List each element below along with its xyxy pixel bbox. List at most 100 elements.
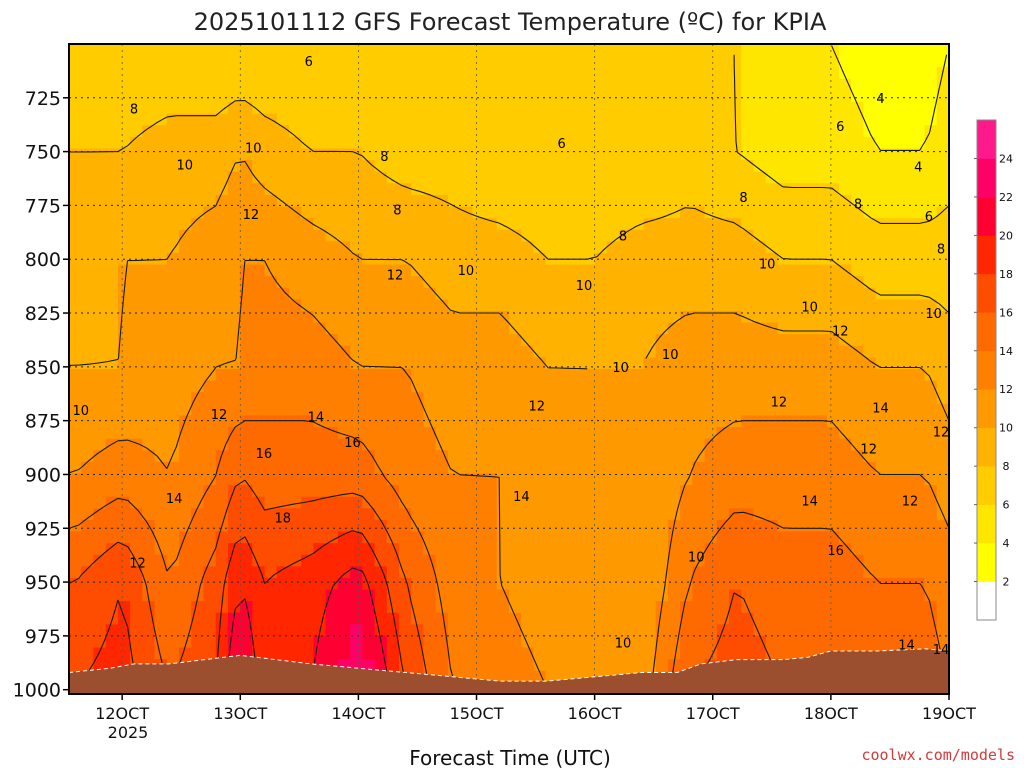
field-cell	[337, 160, 351, 173]
contour-label: 10	[612, 361, 629, 376]
field-cell	[851, 450, 865, 463]
field-cell	[655, 612, 669, 625]
field-cell	[936, 322, 949, 335]
field-cell	[729, 287, 742, 300]
field-cell	[117, 102, 131, 115]
field-cell	[887, 194, 901, 208]
field-cell	[582, 635, 596, 649]
field-cell	[667, 276, 681, 289]
field-cell	[337, 543, 351, 556]
field-cell	[704, 496, 718, 509]
field-cell	[594, 44, 608, 57]
field-cell	[594, 369, 608, 382]
field-cell	[276, 427, 290, 440]
field-cell	[863, 612, 877, 625]
field-cell	[790, 264, 803, 277]
field-cell	[557, 566, 571, 579]
field-cell	[545, 577, 559, 591]
field-cell	[386, 67, 400, 80]
field-cell	[900, 136, 913, 150]
field-cell	[875, 44, 889, 57]
field-cell	[325, 624, 339, 637]
field-cell	[594, 566, 608, 579]
field-cell	[130, 183, 143, 196]
field-cell	[839, 183, 852, 196]
field-cell	[289, 635, 302, 649]
field-cell	[631, 113, 645, 126]
field-cell	[117, 113, 131, 126]
field-cell	[93, 403, 107, 417]
field-cell	[802, 218, 816, 231]
field-cell	[313, 125, 327, 138]
field-cell	[374, 473, 388, 486]
field-cell	[203, 206, 217, 219]
field-cell	[741, 531, 755, 544]
field-cell	[802, 403, 816, 417]
field-cell	[411, 276, 425, 289]
field-cell	[912, 461, 926, 475]
field-cell	[753, 171, 767, 184]
field-cell	[411, 218, 425, 231]
field-cell	[399, 450, 412, 463]
field-cell	[631, 519, 645, 533]
field-cell	[447, 67, 461, 80]
field-cell	[435, 206, 449, 219]
field-cell	[154, 369, 168, 382]
field-cell	[667, 647, 681, 660]
field-cell	[276, 148, 290, 161]
field-cell	[545, 334, 559, 347]
field-cell	[509, 624, 522, 637]
field-cell	[900, 241, 913, 254]
field-cell	[81, 357, 95, 370]
colorbar-swatch	[977, 543, 996, 582]
field-cell	[240, 566, 253, 579]
field-cell	[533, 369, 547, 382]
field-cell	[545, 229, 559, 242]
field-cell	[191, 531, 205, 544]
field-cell	[435, 554, 449, 567]
field-cell	[374, 357, 388, 370]
field-cell	[289, 577, 302, 591]
field-cell	[765, 264, 779, 277]
field-cell	[460, 624, 473, 637]
field-cell	[826, 543, 840, 556]
field-cell	[729, 276, 742, 289]
field-cell	[557, 531, 571, 544]
field-cell	[142, 415, 156, 428]
field-cell	[936, 148, 949, 161]
field-cell	[790, 473, 803, 486]
field-cell	[179, 252, 192, 266]
field-cell	[264, 90, 278, 103]
field-cell	[826, 554, 840, 567]
field-cell	[631, 635, 645, 649]
field-cell	[704, 171, 718, 184]
field-cell	[484, 566, 498, 579]
field-cell	[655, 264, 669, 277]
field-cell	[887, 496, 901, 509]
field-cell	[704, 589, 718, 602]
field-cell	[362, 427, 376, 440]
field-cell	[117, 229, 131, 242]
field-cell	[264, 171, 278, 184]
field-cell	[166, 427, 180, 440]
field-cell	[557, 310, 571, 324]
field-cell	[887, 461, 901, 475]
field-cell	[337, 252, 351, 266]
field-cell	[81, 369, 95, 382]
field-cell	[215, 543, 229, 556]
field-cell	[509, 380, 522, 393]
field-cell	[839, 136, 852, 150]
field-cell	[643, 310, 657, 324]
field-cell	[924, 438, 938, 451]
field-cell	[716, 310, 730, 324]
field-cell	[790, 635, 803, 649]
field-cell	[851, 194, 865, 208]
contour-label: 16	[827, 544, 844, 559]
field-cell	[924, 345, 938, 358]
field-cell	[839, 125, 852, 138]
field-cell	[814, 635, 828, 649]
site-credit[interactable]: coolwx.com/models	[861, 746, 1015, 764]
field-cell	[619, 566, 632, 579]
field-cell	[93, 543, 107, 556]
field-cell	[301, 496, 315, 509]
